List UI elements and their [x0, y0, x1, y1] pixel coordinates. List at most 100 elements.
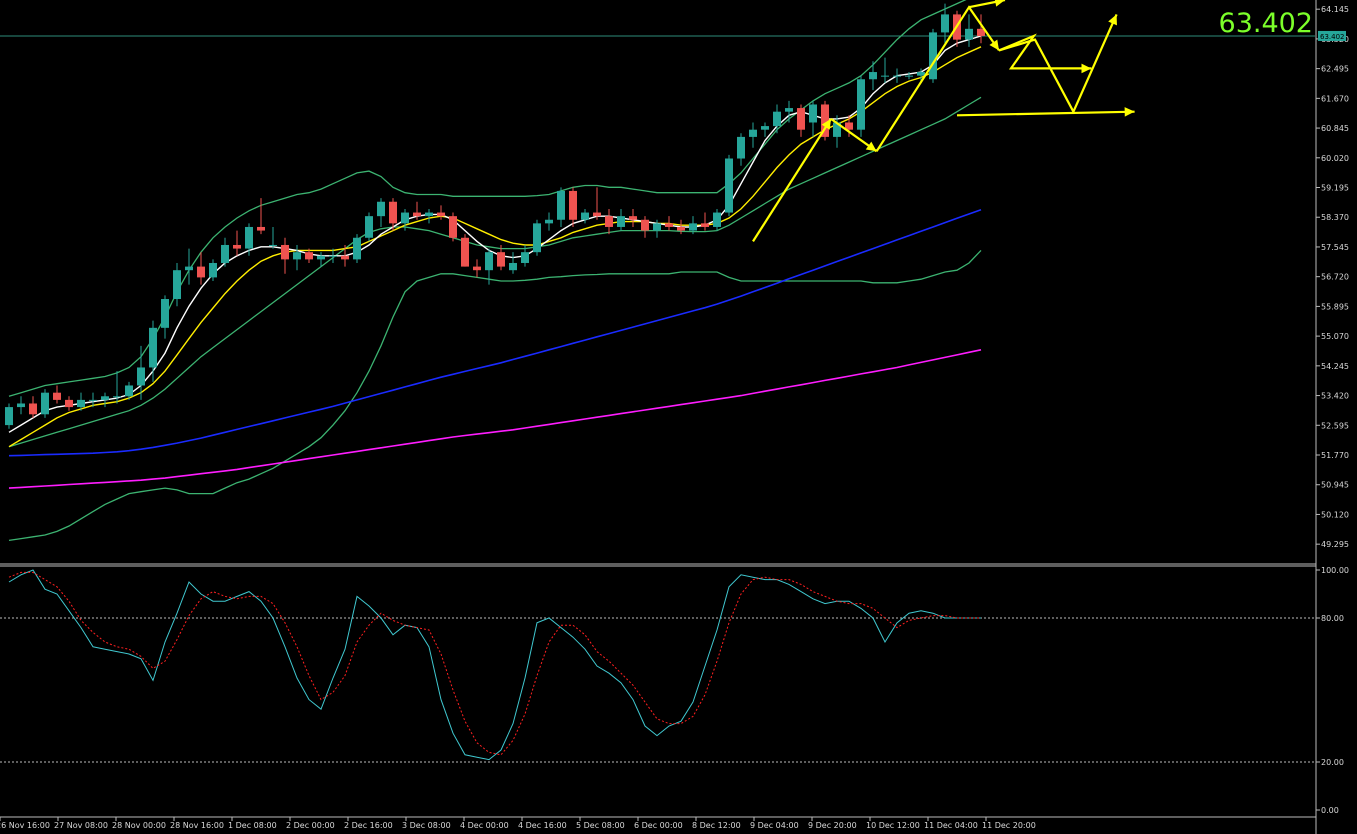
candle-body	[713, 212, 721, 227]
candle[interactable]	[497, 244, 505, 271]
candle[interactable]	[149, 320, 157, 382]
candle[interactable]	[449, 212, 457, 242]
candle[interactable]	[389, 198, 397, 231]
candle[interactable]	[641, 216, 649, 238]
price-pane[interactable]	[0, 0, 1315, 542]
candle[interactable]	[461, 234, 469, 267]
candle-body	[485, 252, 493, 271]
candle[interactable]	[65, 396, 73, 411]
candle[interactable]	[761, 122, 769, 137]
candle[interactable]	[665, 216, 673, 231]
candle[interactable]	[689, 216, 697, 235]
candle[interactable]	[281, 237, 289, 274]
candle[interactable]	[749, 122, 757, 148]
candle[interactable]	[209, 259, 217, 281]
candle-body	[17, 403, 25, 408]
candle[interactable]	[29, 396, 37, 418]
candle[interactable]	[725, 154, 733, 217]
candle-body	[905, 75, 913, 77]
candle[interactable]	[257, 198, 265, 235]
candle[interactable]	[89, 392, 97, 408]
candle[interactable]	[617, 208, 625, 231]
candle-body	[5, 407, 13, 426]
candle[interactable]	[785, 100, 793, 123]
candle[interactable]	[197, 252, 205, 285]
time-tick-label: 2 Dec 16:00	[344, 821, 393, 830]
candle[interactable]	[965, 14, 973, 47]
price-tick-label: 64.145	[1321, 5, 1349, 14]
candle[interactable]	[101, 392, 109, 408]
candle[interactable]	[545, 212, 553, 231]
candle[interactable]	[269, 226, 277, 249]
arrowhead	[1124, 107, 1135, 117]
candle-body	[113, 396, 121, 398]
arrowhead	[821, 118, 831, 130]
candle[interactable]	[773, 104, 781, 134]
candle-body	[833, 122, 841, 137]
candle[interactable]	[413, 201, 421, 220]
candle[interactable]	[845, 115, 853, 137]
candle[interactable]	[809, 100, 817, 137]
candle[interactable]	[17, 396, 25, 415]
candle[interactable]	[125, 381, 133, 400]
candle[interactable]	[893, 68, 901, 83]
candle[interactable]	[473, 259, 481, 278]
candle[interactable]	[401, 208, 409, 231]
candle[interactable]	[833, 115, 841, 148]
candle[interactable]	[977, 14, 985, 44]
candle[interactable]	[185, 248, 193, 285]
candle[interactable]	[137, 345, 145, 400]
candle[interactable]	[41, 389, 49, 418]
candle[interactable]	[293, 244, 301, 271]
candle[interactable]	[221, 237, 229, 267]
candle[interactable]	[485, 248, 493, 285]
price-tick-label: 55.070	[1321, 332, 1349, 341]
candle[interactable]	[869, 61, 877, 91]
candle[interactable]	[341, 244, 349, 267]
candle[interactable]	[425, 208, 433, 224]
candle[interactable]	[533, 219, 541, 256]
price-tick-label: 55.895	[1321, 302, 1349, 311]
candle-body	[809, 104, 817, 123]
stochastic-pane[interactable]	[0, 569, 1315, 763]
candle[interactable]	[857, 75, 865, 137]
candle[interactable]	[905, 72, 913, 80]
candle[interactable]	[521, 244, 529, 267]
candle[interactable]	[53, 385, 61, 404]
candle[interactable]	[77, 392, 85, 411]
candle[interactable]	[569, 187, 577, 227]
candle[interactable]	[581, 208, 589, 224]
candle-body	[941, 14, 949, 33]
candle[interactable]	[605, 208, 613, 235]
candle[interactable]	[929, 28, 937, 83]
candle[interactable]	[233, 230, 241, 256]
candle[interactable]	[329, 248, 337, 263]
candle[interactable]	[713, 208, 721, 231]
candle[interactable]	[677, 219, 685, 235]
candle[interactable]	[881, 57, 889, 83]
candle[interactable]	[557, 187, 565, 227]
candle[interactable]	[353, 234, 361, 263]
candle[interactable]	[701, 212, 709, 231]
candle[interactable]	[161, 295, 169, 339]
candle[interactable]	[593, 187, 601, 220]
candle[interactable]	[941, 3, 949, 44]
candle[interactable]	[245, 223, 253, 256]
time-tick-label: 28 Nov 00:00	[112, 821, 166, 830]
candle[interactable]	[821, 100, 829, 141]
candle[interactable]	[5, 403, 13, 429]
candle[interactable]	[737, 133, 745, 166]
candle[interactable]	[173, 262, 181, 307]
candle[interactable]	[365, 212, 373, 242]
stochastic-tick-label: 80.00	[1321, 614, 1344, 623]
candle[interactable]	[113, 371, 121, 404]
candle[interactable]	[509, 252, 517, 274]
candle[interactable]	[305, 248, 313, 263]
candle[interactable]	[629, 208, 637, 227]
candle[interactable]	[653, 219, 661, 238]
candle[interactable]	[317, 252, 325, 267]
candle[interactable]	[797, 104, 805, 137]
candle[interactable]	[377, 198, 385, 227]
candle[interactable]	[437, 205, 445, 220]
